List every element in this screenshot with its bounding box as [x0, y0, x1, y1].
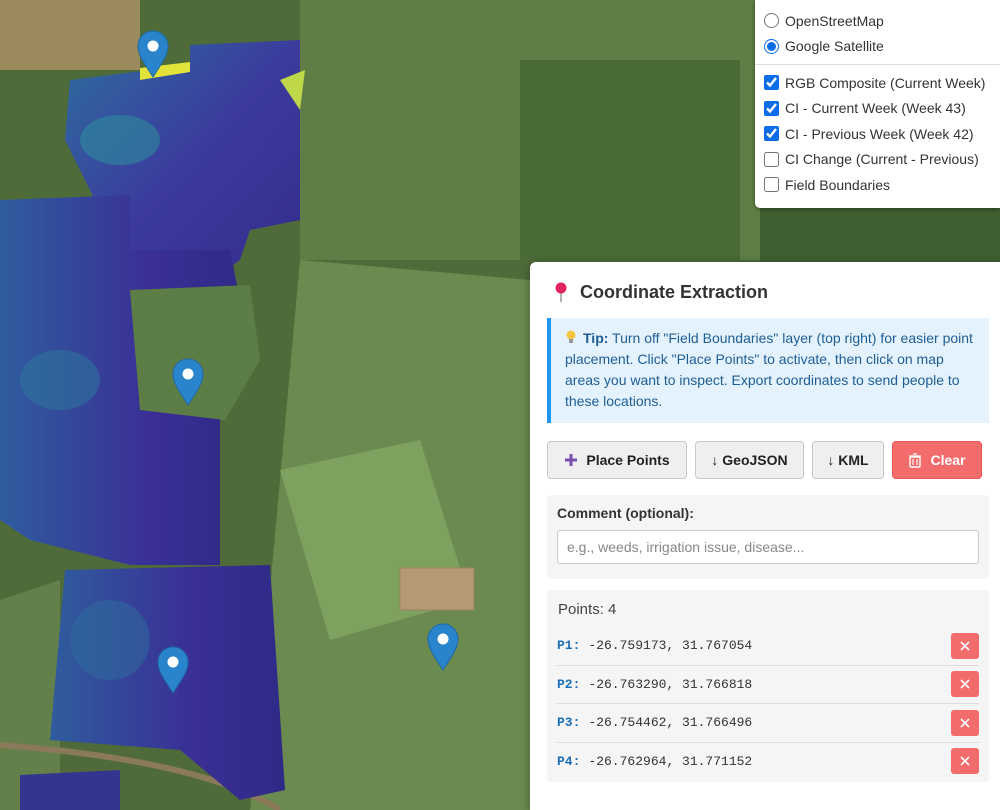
- points-box: Points: 4 P1: -26.759173, 31.767054 P2: -26…: [547, 590, 989, 782]
- layer-checkbox[interactable]: [764, 100, 779, 116]
- button-row: Place Points ↓ GeoJSON ↓ KML Clear: [547, 441, 989, 479]
- layer-option[interactable]: Field Boundaries: [763, 172, 992, 198]
- comment-box: Comment (optional): e.g., weeds, irrigat…: [547, 495, 989, 579]
- layer-label: Field Boundaries: [785, 176, 891, 193]
- point-coords: -26.759173, 31.767054: [588, 638, 753, 654]
- pin-icon: [555, 282, 567, 302]
- points-count: 4: [608, 601, 617, 618]
- coordinate-panel: Coordinate Extraction Tip: Turn off "Fie…: [530, 262, 1000, 810]
- title-text: Coordinate Extraction: [580, 281, 769, 302]
- layer-label: CI Change (Current - Previous): [785, 151, 979, 168]
- point-label: P1:: [557, 638, 581, 654]
- point-coords: -26.763290, 31.766818: [588, 676, 753, 692]
- point-list: P1: -26.759173, 31.767054 P2: -26.763290, 3…: [557, 627, 979, 780]
- layer-checkbox[interactable]: [764, 126, 779, 142]
- delete-icon: [960, 756, 970, 766]
- button-icon: [565, 453, 578, 466]
- base-layers: OpenStreetMap Google Satellite: [763, 8, 992, 59]
- layer-checkbox[interactable]: [764, 177, 779, 193]
- point-row: P4: -26.762964, 31.771152: [557, 741, 979, 781]
- points-label: Points:: [558, 601, 604, 618]
- delete-icon: [960, 718, 970, 728]
- layer-option[interactable]: RGB Composite (Current Week): [763, 70, 992, 96]
- tip-box: Tip: Turn off "Field Boundaries" layer (…: [547, 318, 989, 423]
- button[interactable]: Place Points: [547, 441, 687, 479]
- layer-option[interactable]: CI Change (Current - Previous): [763, 147, 992, 173]
- point-coords: -26.754462, 31.766496: [588, 715, 753, 731]
- layer-label: CI - Current Week (Week 43): [785, 100, 966, 117]
- points-header: Points: 4: [558, 601, 979, 618]
- point-label: P2:: [557, 676, 581, 692]
- comment-input[interactable]: e.g., weeds, irrigation issue, disease..…: [557, 530, 979, 564]
- button[interactable]: ↓ KML: [812, 441, 884, 479]
- layer-label: OpenStreetMap: [785, 12, 884, 29]
- button[interactable]: ↓ GeoJSON: [695, 441, 804, 479]
- layer-radio[interactable]: [764, 38, 779, 54]
- layer-label: Google Satellite: [785, 38, 884, 55]
- layer-label: CI - Previous Week (Week 42): [785, 125, 974, 142]
- layer-option[interactable]: CI - Previous Week (Week 42): [763, 121, 992, 147]
- point-label: P4:: [557, 753, 581, 769]
- point-row: P1: -26.759173, 31.767054: [557, 627, 979, 665]
- button[interactable]: Clear: [892, 441, 982, 479]
- button-icon: [909, 452, 922, 468]
- point-label: P3:: [557, 715, 581, 731]
- layer-checkbox[interactable]: [764, 75, 779, 91]
- layer-checkbox[interactable]: [764, 151, 779, 167]
- point-coords: -26.762964, 31.771152: [588, 753, 753, 769]
- layer-radio[interactable]: [764, 13, 779, 29]
- point-row: P3: -26.754462, 31.766496: [557, 703, 979, 742]
- tip-text: Turn off "Field Boundaries" layer (top r…: [565, 330, 973, 409]
- button-label: ↓ KML: [827, 452, 869, 468]
- button-label: ↓ GeoJSON: [711, 452, 788, 468]
- bulb-icon: [566, 330, 576, 343]
- panel-title: Coordinate Extraction: [547, 277, 989, 307]
- button-label: Place Points: [586, 452, 670, 468]
- button-label: Clear: [930, 452, 966, 468]
- layer-label: RGB Composite (Current Week): [785, 74, 986, 91]
- point-row: P2: -26.763290, 31.766818: [557, 664, 979, 704]
- delete-icon: [960, 641, 970, 651]
- delete-button[interactable]: [951, 632, 979, 659]
- separator: [755, 64, 1000, 65]
- tip-label: Tip:: [583, 330, 609, 346]
- delete-button[interactable]: [951, 748, 979, 775]
- layer-option[interactable]: OpenStreetMap: [763, 8, 992, 34]
- delete-icon: [960, 679, 970, 689]
- comment-label: Comment (optional):: [557, 505, 694, 521]
- delete-button[interactable]: [951, 709, 979, 736]
- layer-control: OpenStreetMap Google Satellite RGB Compos…: [755, 0, 1000, 208]
- delete-button[interactable]: [951, 671, 979, 698]
- overlay-layers: RGB Composite (Current Week) CI - Current…: [763, 70, 992, 198]
- layer-option[interactable]: CI - Current Week (Week 43): [763, 96, 992, 122]
- layer-option[interactable]: Google Satellite: [763, 34, 992, 60]
